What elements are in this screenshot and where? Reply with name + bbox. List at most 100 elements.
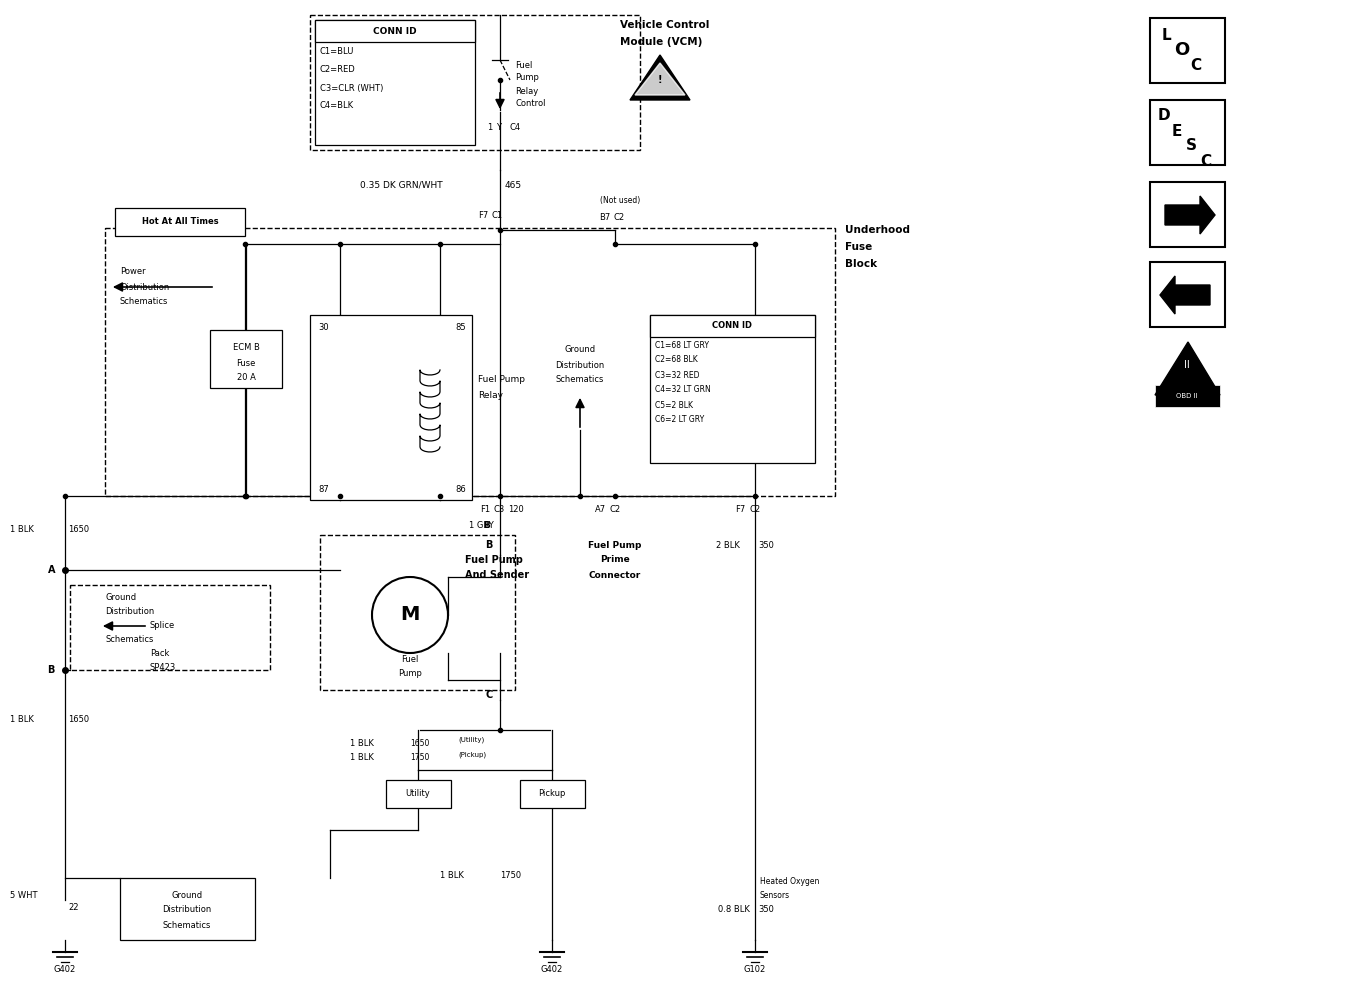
- Text: C4=BLK: C4=BLK: [320, 102, 354, 111]
- Text: 1 BLK: 1 BLK: [350, 739, 374, 748]
- Text: Pump: Pump: [515, 74, 539, 83]
- Text: II: II: [1185, 360, 1190, 370]
- Text: !: !: [658, 75, 662, 85]
- Text: Fuse: Fuse: [237, 359, 256, 368]
- Text: S: S: [1186, 138, 1197, 153]
- Polygon shape: [1166, 196, 1214, 234]
- Text: D: D: [1157, 109, 1171, 124]
- Text: Distribution: Distribution: [120, 282, 169, 291]
- Text: G102: G102: [744, 966, 766, 975]
- Bar: [120, 878, 256, 940]
- Text: L: L: [1161, 27, 1171, 42]
- Bar: [1151, 100, 1225, 165]
- Bar: [650, 314, 815, 337]
- Text: Fuel Pump: Fuel Pump: [477, 376, 525, 384]
- Bar: [650, 314, 815, 463]
- Bar: [316, 20, 475, 145]
- Text: Schematics: Schematics: [163, 920, 211, 929]
- Text: Heated Oxygen: Heated Oxygen: [760, 878, 819, 886]
- Text: 1 BLK: 1 BLK: [10, 525, 34, 534]
- Text: Schematics: Schematics: [120, 297, 169, 306]
- Text: 1750: 1750: [500, 871, 521, 880]
- Bar: [69, 585, 271, 670]
- Text: Fuel Pump: Fuel Pump: [465, 555, 522, 565]
- Text: Vehicle Control: Vehicle Control: [620, 20, 710, 30]
- Bar: [310, 314, 472, 500]
- Text: Pump: Pump: [398, 668, 422, 677]
- Text: CONN ID: CONN ID: [713, 322, 752, 331]
- Text: Connector: Connector: [589, 571, 641, 580]
- Text: II: II: [1185, 360, 1190, 370]
- Text: A7: A7: [594, 505, 607, 514]
- Text: 1650: 1650: [68, 525, 90, 534]
- Text: C6=2 LT GRY: C6=2 LT GRY: [656, 415, 704, 424]
- Text: Schematics: Schematics: [556, 376, 604, 384]
- Text: O: O: [1174, 41, 1189, 59]
- Text: G402: G402: [541, 966, 563, 975]
- Text: 465: 465: [505, 180, 522, 190]
- Polygon shape: [1160, 276, 1210, 314]
- Polygon shape: [630, 55, 690, 100]
- Text: 5 WHT: 5 WHT: [10, 890, 38, 899]
- Text: (Not used): (Not used): [600, 196, 641, 205]
- Polygon shape: [1155, 342, 1220, 395]
- Text: C: C: [1200, 153, 1212, 168]
- Text: Fuel Pump: Fuel Pump: [589, 540, 642, 549]
- Text: C2=68 BLK: C2=68 BLK: [656, 356, 698, 365]
- Text: F7: F7: [477, 211, 488, 220]
- Bar: [209, 330, 282, 388]
- Bar: [386, 780, 452, 808]
- Text: OBD II: OBD II: [1176, 393, 1198, 399]
- Text: 0.8 BLK: 0.8 BLK: [718, 905, 749, 914]
- Text: 350: 350: [758, 540, 774, 549]
- Text: 1 BLK: 1 BLK: [350, 754, 374, 762]
- Text: 120: 120: [509, 505, 524, 514]
- Text: 350: 350: [758, 905, 774, 914]
- Text: 1 GRY: 1 GRY: [469, 520, 494, 529]
- Text: 22: 22: [68, 903, 79, 912]
- Text: Splice: Splice: [150, 622, 175, 630]
- Text: OBD II: OBD II: [1176, 393, 1198, 399]
- Text: 20 A: 20 A: [237, 374, 256, 382]
- Text: Fuse: Fuse: [845, 242, 872, 252]
- Text: Power: Power: [120, 267, 146, 276]
- Text: Distribution: Distribution: [555, 361, 605, 370]
- Text: Y: Y: [496, 124, 500, 132]
- Text: Block: Block: [845, 259, 877, 269]
- Text: C2=RED: C2=RED: [320, 66, 356, 75]
- Text: C5=2 BLK: C5=2 BLK: [656, 400, 694, 409]
- Text: F1: F1: [480, 505, 490, 514]
- Bar: [316, 20, 475, 42]
- Text: 87: 87: [318, 486, 329, 495]
- Bar: [310, 15, 641, 150]
- Text: C3=32 RED: C3=32 RED: [656, 371, 699, 379]
- Text: Distribution: Distribution: [162, 905, 212, 914]
- Text: 2 BLK: 2 BLK: [717, 540, 740, 549]
- Text: F7: F7: [734, 505, 745, 514]
- Text: C3=CLR (WHT): C3=CLR (WHT): [320, 84, 384, 93]
- Text: 0.35 DK GRN/WHT: 0.35 DK GRN/WHT: [360, 180, 442, 190]
- Bar: [520, 780, 585, 808]
- Text: Module (VCM): Module (VCM): [620, 37, 702, 47]
- Text: ECM B: ECM B: [233, 344, 260, 353]
- Text: Relay: Relay: [477, 391, 503, 400]
- Text: Ground: Ground: [171, 890, 203, 899]
- Bar: [116, 208, 245, 236]
- Text: Ground: Ground: [105, 594, 136, 603]
- Text: 1650: 1650: [409, 739, 430, 748]
- Text: E: E: [1172, 124, 1182, 138]
- Text: Ground: Ground: [564, 346, 596, 355]
- Text: Fuel: Fuel: [515, 60, 532, 70]
- Text: Utility: Utility: [405, 789, 430, 798]
- Text: And Sender: And Sender: [465, 570, 529, 580]
- Text: 1650: 1650: [68, 716, 90, 725]
- Bar: [1151, 262, 1225, 327]
- Text: C: C: [486, 690, 492, 700]
- Polygon shape: [635, 62, 685, 95]
- Text: 1 BLK: 1 BLK: [441, 871, 464, 880]
- Text: C3: C3: [494, 505, 506, 514]
- Bar: [1151, 182, 1225, 247]
- Text: 85: 85: [456, 324, 466, 333]
- Text: C4: C4: [510, 124, 521, 132]
- Text: G402: G402: [54, 966, 76, 975]
